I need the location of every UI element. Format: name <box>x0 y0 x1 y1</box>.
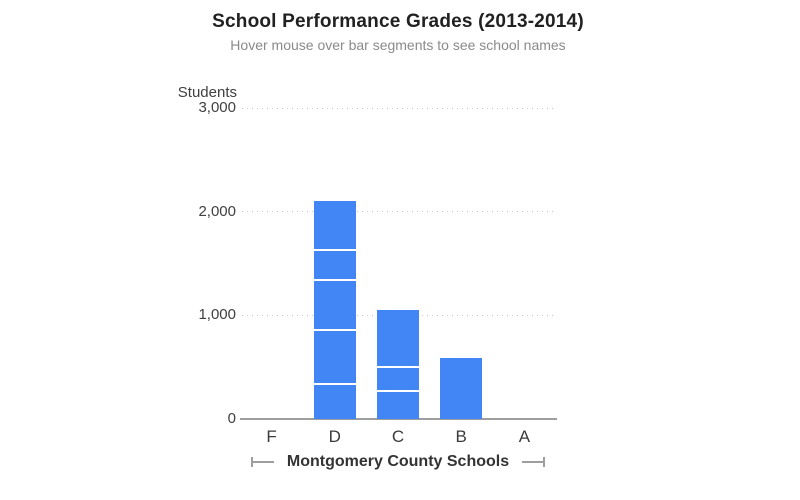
y-tick-label: 0 <box>227 410 236 427</box>
bar-segment[interactable] <box>313 281 356 331</box>
bar-segment[interactable] <box>313 384 356 419</box>
x-axis-title-label: Montgomery County Schools <box>286 453 510 470</box>
bar-segment[interactable] <box>313 251 356 282</box>
x-axis-title: Montgomery County Schools <box>240 451 556 473</box>
x-axis-category-label: B <box>455 427 467 446</box>
bar-segment[interactable] <box>313 330 356 385</box>
gridline <box>242 107 553 109</box>
bar-segment[interactable] <box>313 201 356 252</box>
bar-segment[interactable] <box>440 357 483 419</box>
bar-segment[interactable] <box>377 310 419 369</box>
axis-range-marker-left-icon <box>250 457 274 467</box>
gridline <box>242 211 553 213</box>
x-axis-category-label: A <box>518 427 531 446</box>
y-tick-label: 3,000 <box>198 99 236 116</box>
bar-segment[interactable] <box>377 392 419 419</box>
y-tick-label: 2,000 <box>198 202 236 220</box>
bar-segment[interactable] <box>377 368 419 393</box>
x-axis-category-label: D <box>328 427 341 446</box>
axis-range-marker-right-icon <box>522 457 546 467</box>
y-tick-label: 1,000 <box>198 306 236 324</box>
x-axis-category-label: F <box>266 427 277 446</box>
chart-title: School Performance Grades (2013-2014) <box>212 11 584 32</box>
x-axis-category-label: C <box>391 427 405 446</box>
chart-subtitle: Hover mouse over bar segments to see sch… <box>230 37 566 53</box>
y-axis-title: Students <box>177 84 237 101</box>
x-axis-line <box>240 418 557 420</box>
